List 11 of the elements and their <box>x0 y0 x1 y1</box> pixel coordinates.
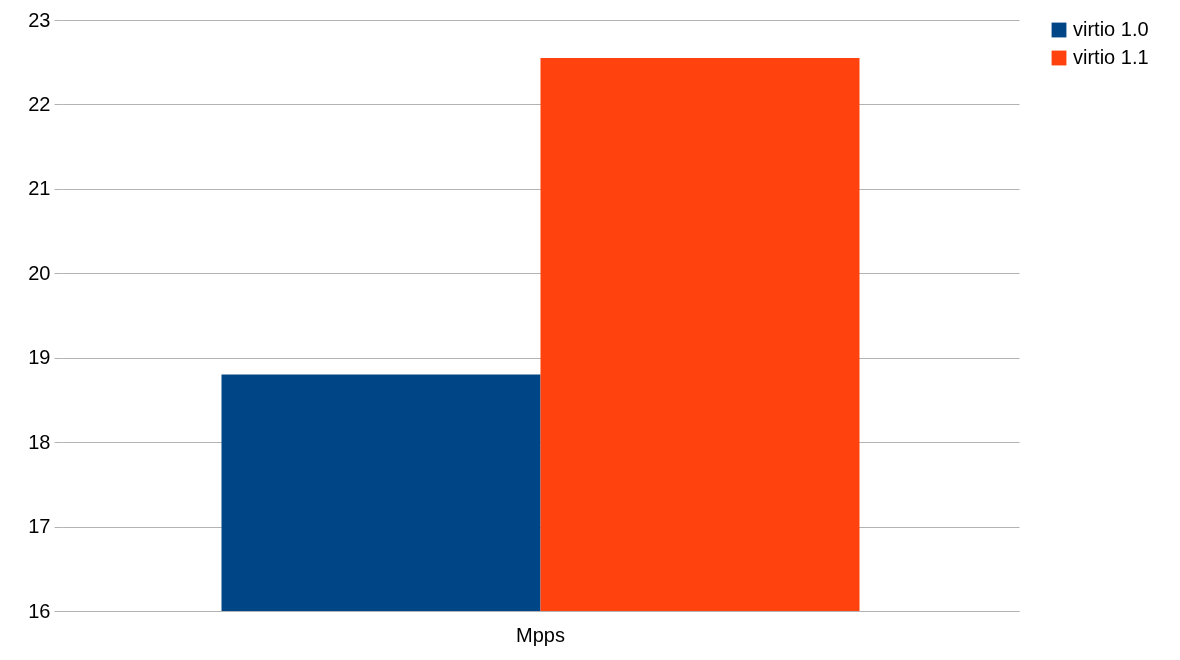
y-tick-label: 17 <box>28 515 51 538</box>
y-tick-label: 20 <box>28 261 51 284</box>
y-tick-label: 21 <box>28 177 51 200</box>
legend-label: virtio 1.1 <box>1073 46 1149 68</box>
y-tick-label: 19 <box>28 346 51 369</box>
y-tick-label: 22 <box>28 92 51 115</box>
x-tick-label: Mpps <box>516 623 565 646</box>
y-tick-label: 18 <box>28 430 51 453</box>
y-tick-label: 16 <box>28 599 51 622</box>
legend-label: virtio 1.0 <box>1073 18 1149 40</box>
y-tick-label: 23 <box>28 8 51 31</box>
